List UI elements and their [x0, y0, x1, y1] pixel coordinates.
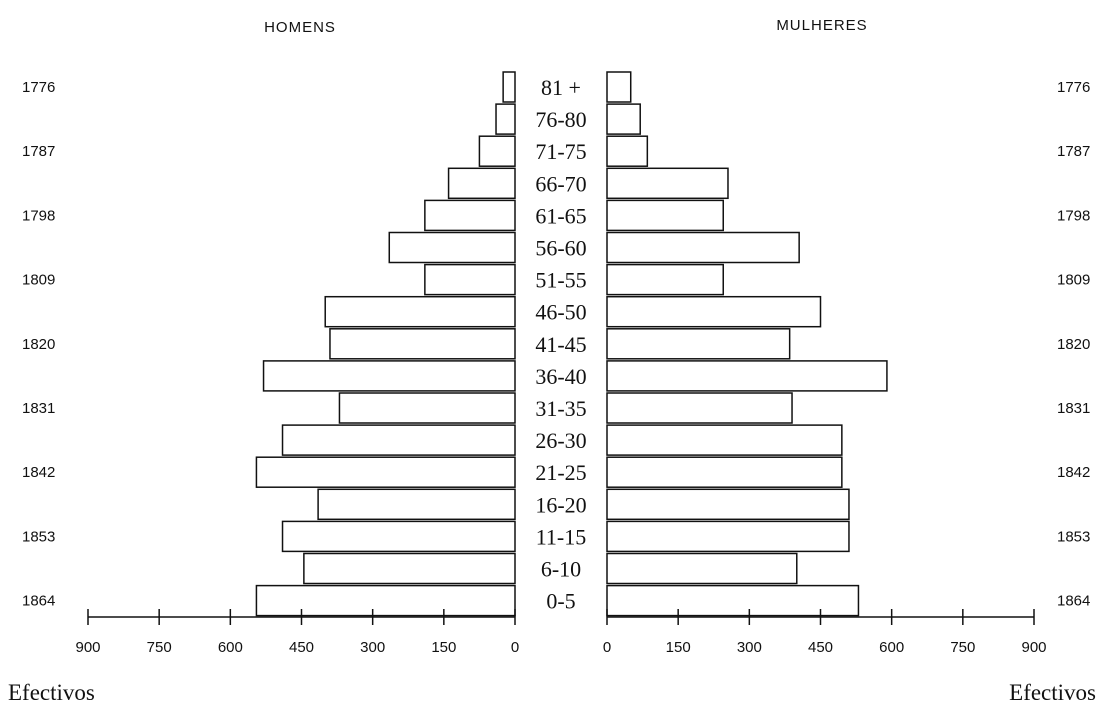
men-tick-label: 600 [218, 639, 243, 656]
age-group-label: 51-55 [535, 268, 586, 293]
year-label-right: 1842 [1057, 464, 1090, 481]
men-title: HOMENS [264, 19, 336, 36]
year-label-left: 1853 [22, 528, 55, 545]
men-bar-4 [424, 199, 516, 232]
men-bar-1 [495, 103, 516, 135]
men-bar-12 [255, 456, 516, 488]
women-bar-2 [606, 135, 649, 167]
women-tick-label: 300 [737, 639, 762, 656]
women-tick-label: 750 [950, 639, 975, 656]
men-tick-label: 300 [360, 639, 385, 656]
men-tick-label: 900 [75, 639, 100, 656]
age-group-label: 11-15 [536, 524, 587, 549]
men-tick-label: 450 [289, 639, 314, 656]
women-tick-label: 0 [603, 639, 611, 656]
women-bar-15 [606, 552, 798, 585]
age-group-label: 36-40 [535, 364, 586, 389]
men-bar-16 [255, 584, 516, 617]
year-label-right: 1831 [1057, 400, 1090, 417]
men-bar-9 [262, 360, 516, 392]
age-group-label: 16-20 [535, 492, 586, 517]
women-tick-label: 450 [808, 639, 833, 656]
women-bar-13 [606, 488, 850, 521]
year-label-right: 1864 [1057, 593, 1090, 610]
year-label-left: 1776 [22, 79, 55, 96]
women-bar-6 [606, 263, 724, 296]
men-bar-2 [478, 135, 516, 167]
women-bar-1 [606, 103, 641, 135]
men-bar-8 [329, 328, 516, 360]
year-label-right: 1798 [1057, 207, 1090, 224]
year-label-left: 1798 [22, 207, 55, 224]
age-group-label: 81 + [541, 75, 581, 100]
women-bar-11 [606, 424, 843, 456]
women-bar-4 [606, 199, 724, 232]
age-group-label: 71-75 [535, 139, 586, 164]
age-group-label: 0-5 [546, 589, 575, 614]
women-bar-9 [606, 360, 888, 392]
women-tick-label: 600 [879, 639, 904, 656]
year-label-left: 1842 [22, 464, 55, 481]
men-bar-15 [303, 552, 516, 585]
men-bars [255, 71, 516, 617]
age-group-label: 6-10 [541, 557, 581, 582]
women-bar-8 [606, 328, 791, 360]
men-x-axis-label: Efectivos [8, 680, 95, 705]
women-bar-7 [606, 295, 822, 328]
year-label-left: 1820 [22, 336, 55, 353]
women-bar-3 [606, 167, 729, 200]
men-bar-6 [424, 263, 516, 296]
age-group-label: 56-60 [535, 236, 586, 261]
age-group-label: 46-50 [535, 300, 586, 325]
women-tick-label: 900 [1021, 639, 1046, 656]
year-label-right: 1820 [1057, 336, 1090, 353]
women-bar-16 [606, 584, 860, 617]
women-bar-12 [606, 456, 843, 488]
year-labels: 1776 1776 1787 1787 1798 1798 1809 1809 1820 1820… [22, 79, 1090, 610]
year-label-right: 1809 [1057, 272, 1090, 289]
x-axis-ticks: 900 750 600 450 300 150 0 0 150 300 450 600 750 900 [75, 609, 1047, 656]
year-label-left: 1864 [22, 593, 55, 610]
year-label-left: 1809 [22, 272, 55, 289]
age-group-labels: 81 + 76-80 71-75 66-70 61-65 56-60 51-55 46-50 4… [535, 75, 586, 614]
year-label-right: 1776 [1057, 79, 1090, 96]
women-title: MULHERES [776, 17, 867, 34]
age-group-label: 21-25 [535, 460, 586, 485]
men-bar-10 [338, 392, 516, 424]
women-bar-0 [606, 71, 632, 103]
women-bar-5 [606, 231, 800, 264]
women-bar-14 [606, 520, 850, 553]
year-label-right: 1853 [1057, 528, 1090, 545]
men-tick-label: 0 [511, 639, 519, 656]
age-group-label: 31-35 [535, 396, 586, 421]
men-bar-0 [502, 71, 516, 103]
women-tick-label: 150 [666, 639, 691, 656]
women-x-axis-label: Efectivos [1009, 680, 1096, 705]
men-bar-3 [447, 167, 516, 200]
age-group-label: 66-70 [535, 171, 586, 196]
men-bar-13 [317, 488, 516, 521]
year-label-left: 1787 [22, 143, 55, 160]
men-bar-5 [388, 231, 516, 264]
age-group-label: 26-30 [535, 428, 586, 453]
age-group-label: 61-65 [535, 203, 586, 228]
year-label-right: 1787 [1057, 143, 1090, 160]
men-bar-14 [281, 520, 516, 553]
men-tick-label: 150 [431, 639, 456, 656]
women-bar-10 [606, 392, 793, 424]
women-bars [606, 71, 888, 617]
age-group-label: 41-45 [535, 332, 586, 357]
men-bar-7 [324, 295, 516, 328]
men-tick-label: 750 [147, 639, 172, 656]
men-bar-11 [281, 424, 516, 456]
age-group-label: 76-80 [535, 107, 586, 132]
year-label-left: 1831 [22, 400, 55, 417]
